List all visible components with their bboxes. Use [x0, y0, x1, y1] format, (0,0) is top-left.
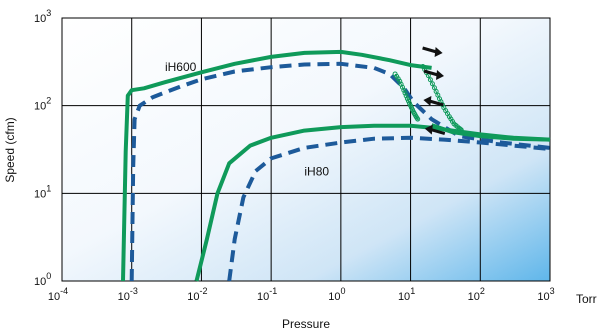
annotations-layer: iH600 iH80 — [165, 60, 329, 179]
transition-marker — [458, 127, 464, 133]
arrows-layer — [422, 46, 446, 136]
y-axis-label: Speed (cfm) — [3, 117, 17, 182]
ih600-dashed-line — [129, 61, 551, 282]
x-tick-label: 10-4 — [48, 286, 68, 303]
plot-background — [61, 17, 551, 282]
x-tick-label: 10-2 — [187, 286, 207, 303]
y-tick-labels: 100 101 102 103 — [34, 8, 51, 288]
direction-arrow — [422, 46, 443, 57]
ih80-solid-line — [194, 123, 551, 282]
y-tick-label: 100 — [34, 271, 51, 288]
transition-marker — [401, 87, 407, 93]
ih80-dashed-line — [227, 135, 551, 282]
transition-marker — [427, 77, 433, 83]
x-tick-label: 102 — [468, 286, 485, 303]
direction-arrow — [424, 124, 446, 136]
transition-marker — [415, 116, 421, 122]
y-tick-label: 101 — [34, 183, 51, 200]
transition-marker — [402, 90, 408, 96]
x-tick-label: 10-3 — [118, 286, 138, 303]
x-tick-labels: 10-4 10-3 10-2 10-1 100 101 102 103 — [48, 286, 555, 303]
series-layer — [121, 49, 551, 282]
x-tick-label: 10-1 — [257, 286, 277, 303]
y-tick-label: 103 — [34, 8, 51, 25]
x-tick-label: 100 — [328, 286, 345, 303]
x-tick-label: 103 — [537, 286, 554, 303]
y-tick-label: 102 — [34, 96, 51, 113]
x-axis-unit: Torr — [576, 292, 597, 306]
direction-arrow — [423, 69, 444, 80]
ih600-solid-line — [121, 49, 432, 282]
series-annotation: iH80 — [304, 164, 329, 178]
x-tick-label: 101 — [398, 286, 415, 303]
direction-arrow — [423, 96, 444, 107]
transition-marker — [429, 81, 435, 87]
x-axis-label: Pressure — [282, 317, 330, 331]
series-annotation: iH600 — [165, 60, 197, 74]
transition-marker — [403, 93, 409, 99]
